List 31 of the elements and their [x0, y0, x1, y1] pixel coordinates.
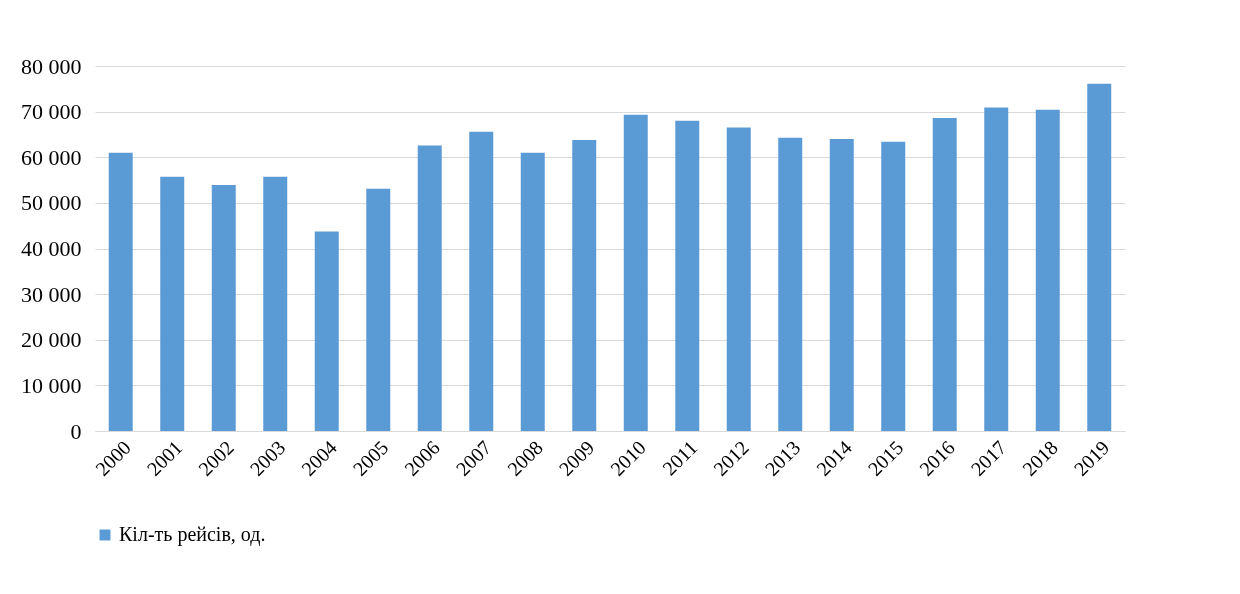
y-tick-label: 30 000 [21, 281, 82, 307]
y-tick-label: 70 000 [21, 99, 82, 125]
bar [211, 185, 236, 431]
bar [160, 176, 185, 431]
bar [572, 139, 597, 431]
bar [778, 137, 803, 431]
bar [469, 131, 494, 431]
bar [726, 127, 751, 431]
bar [829, 139, 854, 431]
legend-label: Кіл-ть рейсів, од. [119, 523, 266, 546]
y-tick-label: 10 000 [21, 372, 82, 398]
y-tick-label: 60 000 [21, 144, 82, 170]
bar [675, 120, 700, 431]
bar [932, 118, 957, 431]
y-tick-label: 50 000 [21, 190, 82, 216]
bar [881, 141, 906, 431]
y-tick-label: 20 000 [21, 327, 82, 353]
bar [314, 231, 339, 431]
y-tick-label: 40 000 [21, 236, 82, 261]
bar [623, 114, 648, 431]
bar [1087, 83, 1112, 431]
bar [366, 188, 391, 431]
bar [984, 107, 1009, 431]
x-tick-label: 2011 [658, 436, 702, 480]
bar [108, 152, 133, 431]
bar [263, 176, 288, 431]
bar [520, 152, 545, 431]
y-tick-label: 80 000 [21, 53, 82, 79]
bar [417, 145, 442, 431]
bar [1035, 109, 1060, 431]
y-tick-label: 0 [70, 418, 82, 444]
